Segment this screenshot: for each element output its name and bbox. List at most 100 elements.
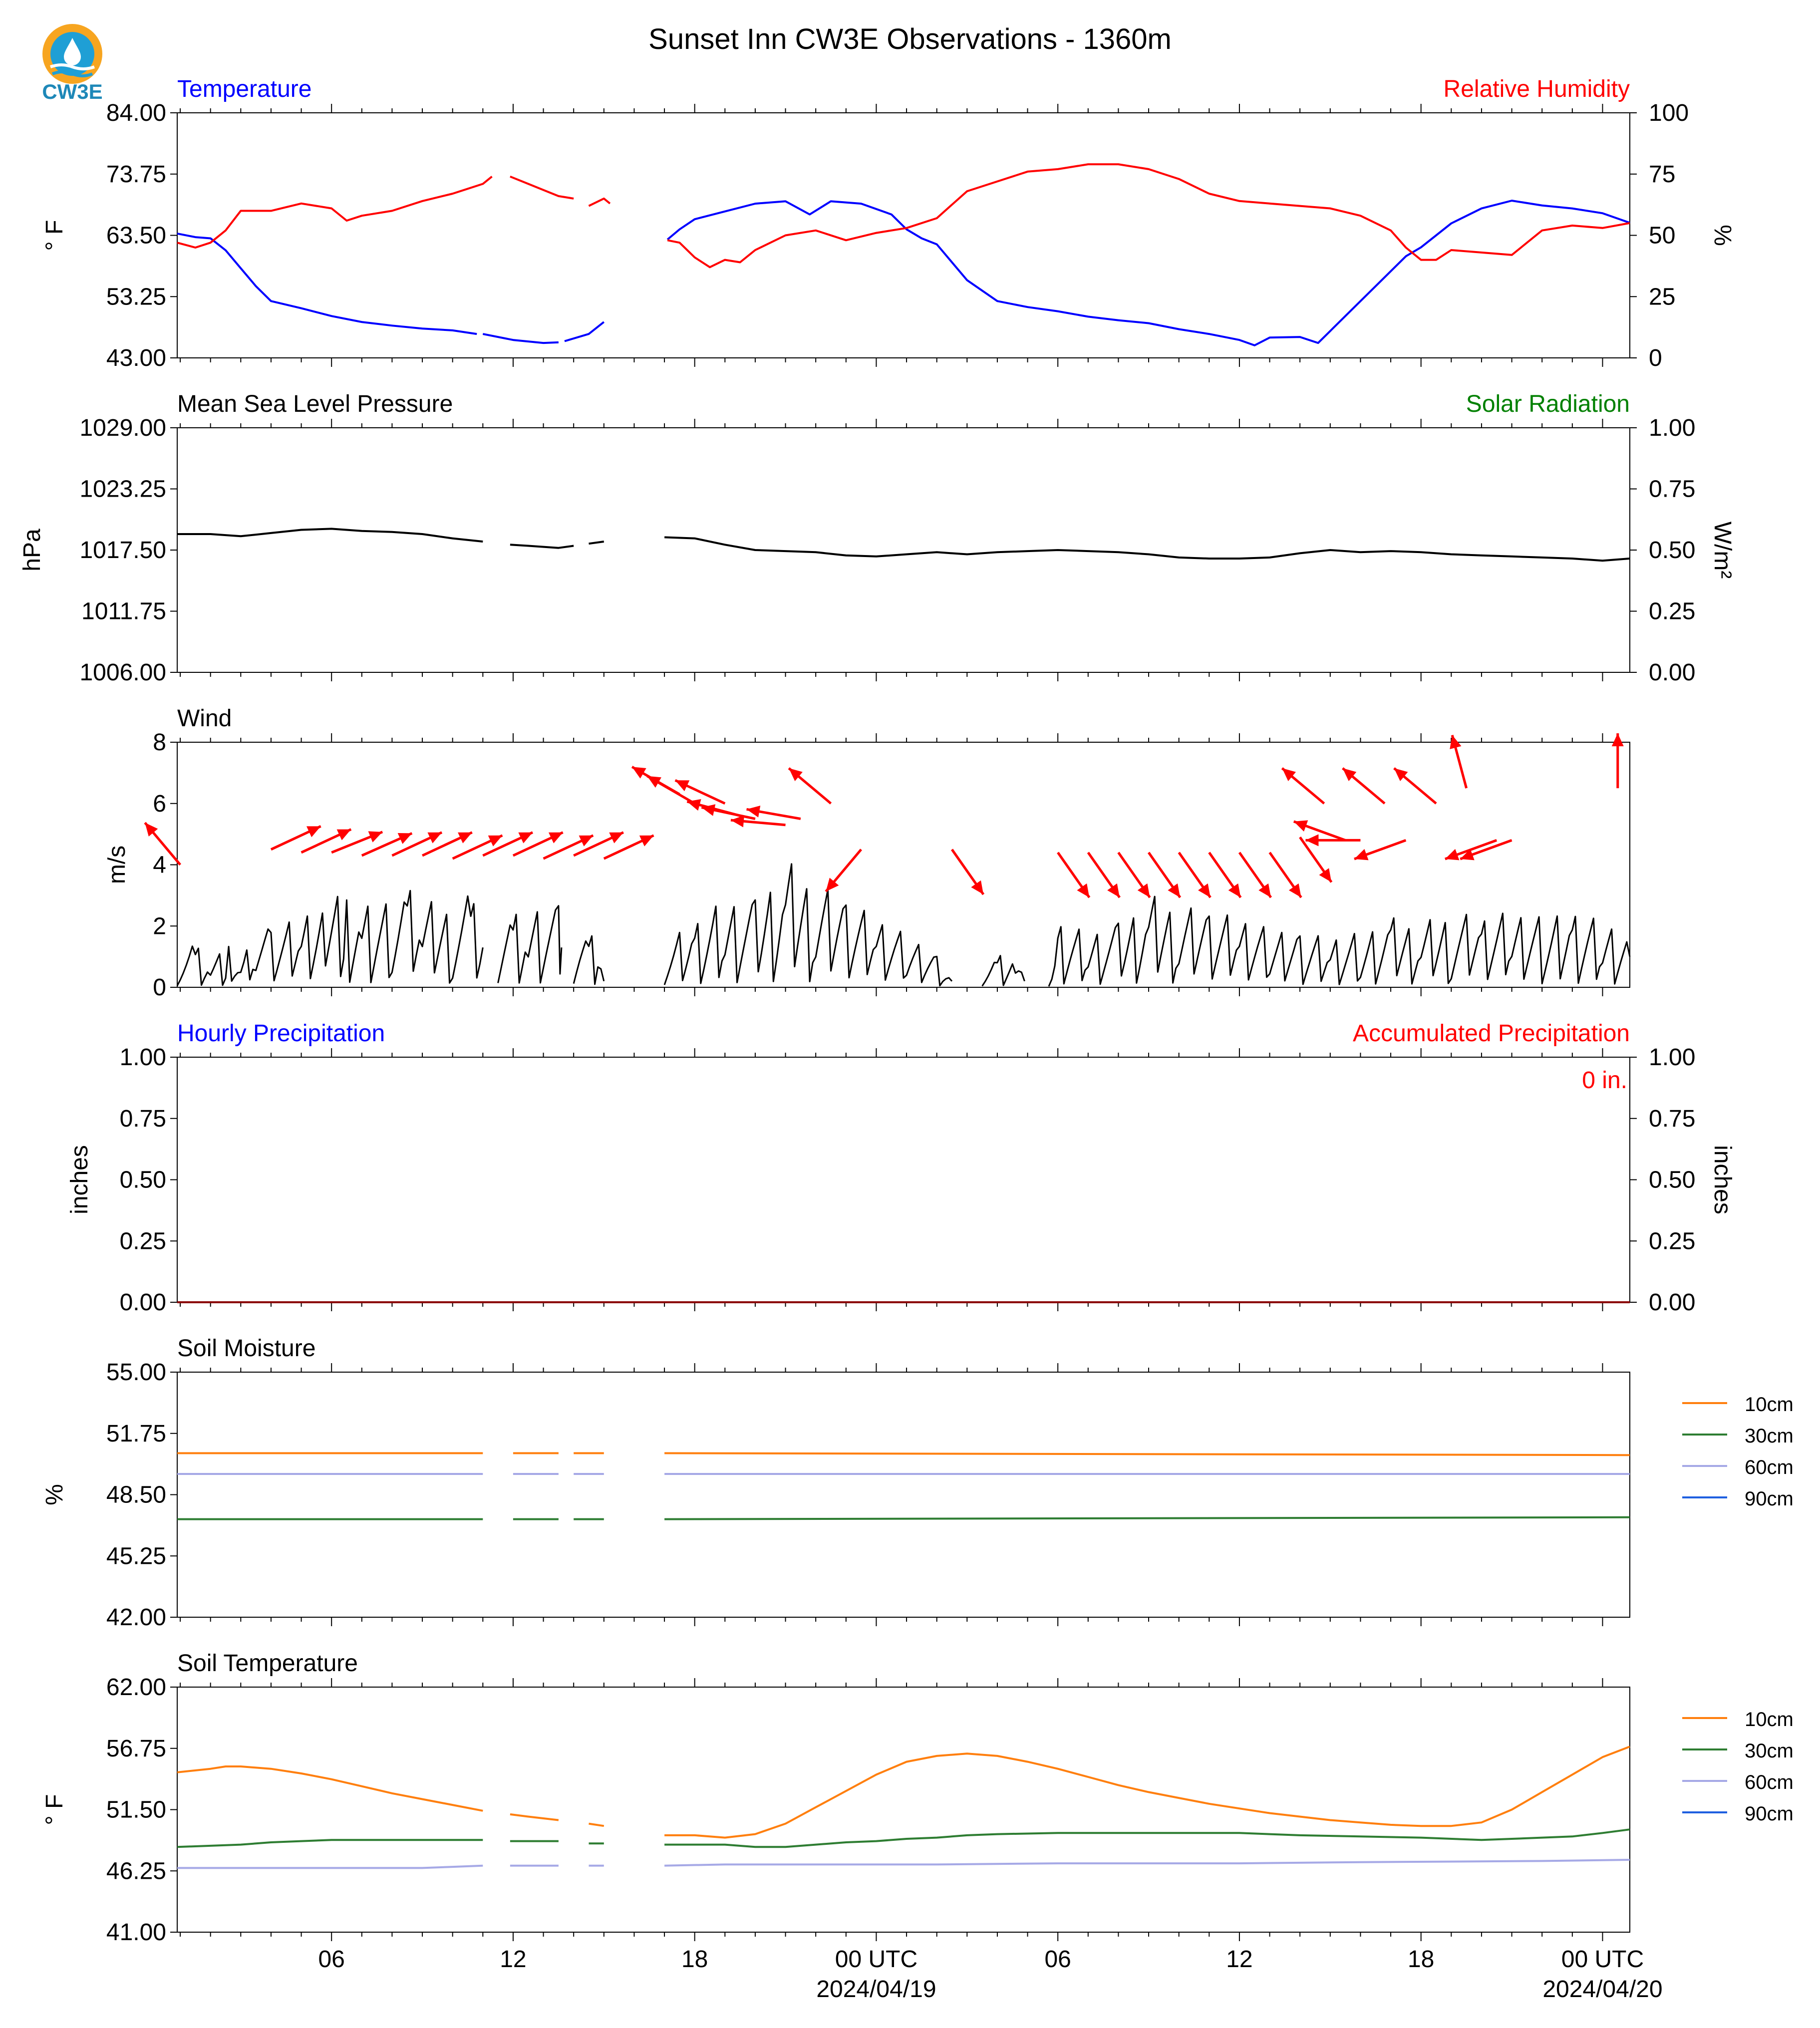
y-right-tick-label: 100 [1649, 100, 1689, 126]
series-line-wind-speed [1048, 895, 1631, 987]
wind-arrow-head [145, 823, 158, 837]
wind-arrow [301, 828, 352, 854]
legend-label: 30cm [1745, 1740, 1794, 1762]
y-right-axis-label: inches [1709, 1145, 1736, 1214]
wind-arrow-head [687, 799, 701, 811]
y-tick-label: 0.00 [120, 1289, 166, 1316]
x-tick-label: 18 [681, 1946, 708, 1973]
y-tick-label: 63.50 [106, 223, 166, 249]
wind-arrow [331, 831, 383, 854]
wind-arrow [1393, 767, 1437, 805]
wind-arrow-head [1445, 849, 1460, 861]
y-tick-label: 1029.00 [79, 415, 166, 441]
y-right-tick-label: 0.75 [1649, 476, 1695, 503]
wind-arrow [422, 831, 473, 857]
y-axis-label: inches [66, 1145, 93, 1214]
y-right-axis-label: W/m² [1709, 522, 1736, 579]
wind-arrow [270, 825, 321, 851]
wind-arrow-head [1258, 883, 1271, 898]
y-tick-label: 0 [153, 974, 166, 1001]
y-tick-label: 42.00 [106, 1604, 166, 1631]
y-tick-label: 2 [153, 913, 166, 939]
y-right-tick-label: 1.00 [1649, 415, 1695, 441]
panel-frame [177, 1687, 1630, 1933]
wind-arrow-head [826, 877, 839, 892]
wind-arrow-head [647, 776, 661, 788]
wind-arrow [543, 834, 594, 860]
y-right-tick-label: 25 [1649, 284, 1675, 310]
wind-arrow-head [639, 835, 654, 847]
wind-arrow-head [1077, 883, 1090, 898]
series-line-10cm [664, 1745, 1630, 1839]
panel-wind: 8 6 4 2 0 Wind m/s [104, 705, 1631, 1001]
series-line-wind-speed [573, 935, 605, 985]
series-line-relative-humidity [510, 175, 574, 200]
legend-label: 10cm [1745, 1394, 1794, 1416]
cw3e-logo: CW3E [42, 24, 103, 103]
panel-title-right: Solar Radiation [1466, 391, 1630, 417]
series-line-relative-humidity [588, 197, 611, 207]
panel-soilm: 55.00 51.75 48.50 45.25 42.00 Soil Moisture% 1… [41, 1335, 1794, 1631]
panel-temp: 84.00 73.75 63.50 53.25 43.00 100 75 50 25 0 Tempe… [41, 76, 1736, 371]
x-date-label: 2024/04/19 [816, 1976, 936, 2003]
wind-arrow-head [1107, 883, 1120, 898]
panel-frame [177, 1057, 1630, 1303]
wind-arrow [674, 779, 726, 805]
wind-arrow-head [548, 832, 563, 844]
y-right-tick-label: 0 [1649, 345, 1662, 371]
y-right-tick-label: 0.25 [1649, 1228, 1695, 1254]
y-axis-label: m/s [104, 846, 130, 884]
series-line-10cm [510, 1813, 559, 1821]
wind-arrow-head [1198, 883, 1211, 898]
wind-arrow [1087, 852, 1121, 898]
wind-arrow [1460, 839, 1513, 861]
panel-precip: 1.00 0.75 0.50 0.25 0.00 1.00 0.75 0.50 0.25 0.00… [66, 1020, 1736, 1316]
wind-arrow-head [1450, 735, 1462, 750]
series-line-mean-sea-level-pressure [177, 528, 483, 543]
series-line-temperature [666, 200, 1630, 346]
x-tick-label: 12 [1226, 1946, 1252, 1973]
series-line-temperature [564, 321, 605, 342]
wind-arrow [746, 806, 801, 820]
wind-arrow-head [1305, 834, 1319, 847]
legend-label: 10cm [1745, 1709, 1794, 1731]
wind-arrow [701, 804, 756, 820]
series-line-wind-speed [663, 863, 953, 987]
wind-arrow [144, 822, 181, 866]
wind-arrow-head [397, 833, 412, 844]
y-tick-label: 45.25 [106, 1543, 166, 1569]
x-tick-label: 06 [1044, 1946, 1071, 1973]
y-tick-label: 51.50 [106, 1797, 166, 1823]
panel-title-left: Wind [177, 705, 232, 732]
y-tick-label: 46.25 [106, 1858, 166, 1884]
wind-arrow-head [1293, 820, 1308, 832]
series-line-mean-sea-level-pressure [664, 536, 1630, 562]
y-axis-label: ° F [41, 1794, 68, 1825]
legend-label: 60cm [1745, 1456, 1794, 1478]
panel-title-left: Temperature [177, 76, 311, 102]
y-right-tick-label: 50 [1649, 223, 1675, 249]
wind-arrow-head [701, 804, 716, 816]
wind-arrow-head [1319, 868, 1332, 882]
wind-arrow-head [675, 780, 690, 792]
series-line-30cm [664, 1516, 1630, 1520]
figure-title: Sunset Inn CW3E Observations - 1360m [648, 23, 1172, 55]
y-right-tick-label: 0.00 [1649, 659, 1695, 686]
wind-arrow [361, 832, 413, 857]
wind-arrow [1117, 852, 1151, 898]
wind-arrow [1148, 852, 1182, 898]
wind-arrow [1445, 839, 1498, 861]
legend-label: 30cm [1745, 1425, 1794, 1447]
y-tick-label: 0.75 [120, 1106, 166, 1132]
y-axis-label: % [41, 1484, 68, 1505]
series-line-mean-sea-level-pressure [510, 544, 574, 549]
series-line-temperature [482, 333, 559, 344]
series-line-30cm [177, 1839, 483, 1848]
wind-arrow [1208, 852, 1242, 898]
wind-arrow-head [1228, 883, 1241, 898]
logo-text: CW3E [42, 80, 102, 103]
wind-arrow [482, 831, 534, 857]
y-tick-label: 62.00 [106, 1674, 166, 1701]
wind-arrow-head [1288, 883, 1301, 898]
panel-frame [177, 427, 1630, 673]
